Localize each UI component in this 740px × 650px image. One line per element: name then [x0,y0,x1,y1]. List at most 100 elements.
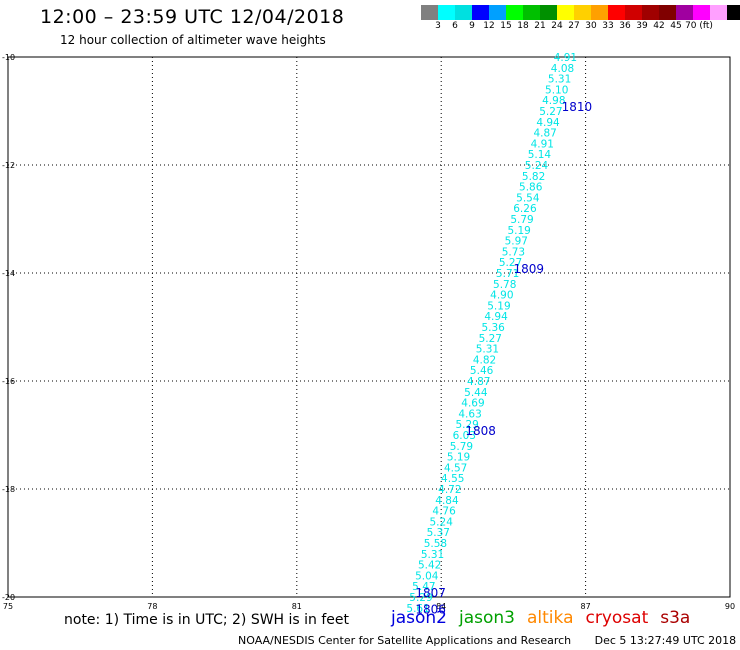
wave-height-value: 5.97 [505,236,528,248]
plot-frame [7,56,731,598]
color-scale-label: 18 [517,21,529,31]
color-swatch [523,5,540,20]
wave-height-value: 5.24 [525,160,549,172]
color-swatch [489,5,506,20]
color-scale-label: 42 [653,21,665,31]
color-swatch [625,5,642,20]
wave-height-value: 4.84 [435,495,459,507]
wave-height-value: 5.58 [424,538,447,550]
mission-s3a: s3a [660,608,691,628]
wave-height-value: 5.24 [430,516,454,528]
wave-height-value: 5.78 [493,279,516,291]
color-scale-label: 70 (ft) [685,21,713,31]
color-swatch [727,5,740,20]
wave-height-value: 5.47 [412,581,435,593]
wave-height-value: 5.31 [476,344,499,356]
wave-height-value: 4.87 [467,376,490,388]
wave-height-value: 5.36 [481,322,505,334]
y-tick-label: -12 [2,161,15,170]
wave-height-value: 4.94 [484,311,508,323]
wave-height-value: 5.04 [415,570,439,582]
wave-height-value: 4.98 [542,95,565,107]
wave-height-value: 4.08 [551,63,574,75]
wave-height-value: 5.10 [545,84,568,96]
y-tick-label: -16 [2,377,15,386]
wave-height-value: 4.69 [461,398,484,410]
wave-height-value: 5.37 [427,527,450,539]
wave-height-value: 4.82 [473,354,496,366]
wave-height-value: 4.91 [531,138,554,150]
color-swatch [421,5,438,20]
mission-jason2: jason2 [391,608,447,628]
color-scale-label: 33 [602,21,614,31]
color-swatch [659,5,676,20]
wave-height-value: 5.29 [409,592,432,604]
color-scale-label: 15 [500,21,512,31]
x-tick-label: 87 [581,602,591,611]
color-scale-label: 12 [483,21,495,31]
note-text: note: 1) Time is in UTC; 2) SWH is in fe… [64,612,350,628]
color-swatch [642,5,659,20]
color-swatch [455,5,472,20]
wave-height-value: 5.19 [447,452,470,464]
wave-height-value: 4.91 [554,52,577,64]
color-scale-label: 9 [469,21,475,31]
color-swatch [472,5,489,20]
y-tick-label: -10 [2,53,15,62]
wave-height-value: 4.55 [441,473,464,485]
time-label: 1809 [514,262,545,276]
color-scale-label: 39 [636,21,648,31]
wave-height-value: 4.57 [444,462,467,474]
color-scale-legend: 3 6 9 12 15 18 21 24 27 30 33 36 39 42 45 70 (ft) [421,5,740,34]
time-label: 1808 [465,424,496,438]
color-scale-label: 6 [452,21,458,31]
x-tick-label: 90 [725,602,735,611]
x-tick-label: 75 [3,602,13,611]
time-label: 1806 [415,602,446,616]
mission-cryosat: cryosat [585,608,649,628]
wave-height-value: 5.31 [421,549,444,561]
y-tick-label: -18 [2,485,15,494]
x-tick-label: 81 [292,602,302,611]
wave-height-value: 5.27 [539,106,562,118]
wave-height-value: 5.31 [548,74,571,86]
footer-timestamp: Dec 5 13:27:49 UTC 2018 [594,634,737,647]
wave-height-value: 5.42 [418,560,441,572]
color-scale-label: 30 [585,21,597,31]
wave-height-value: 5.79 [450,441,473,453]
color-swatch [676,5,693,20]
color-swatch [540,5,557,20]
wave-height-value: 5.79 [510,214,533,226]
chart-subtitle: 12 hour collection of altimeter wave hei… [60,33,326,47]
wave-height-value: 4.90 [490,290,513,302]
wave-height-value: 5.19 [507,225,530,237]
x-tick-label: 78 [147,602,157,611]
color-scale-label: 45 [670,21,682,31]
color-scale-label: 36 [619,21,631,31]
wave-height-value: 5.54 [516,192,540,204]
wave-height-value: 4.87 [533,128,556,140]
wave-height-value: 5.61 [406,603,429,615]
wave-height-value: 5.44 [464,387,488,399]
wave-height-value: 5.86 [519,182,543,194]
wave-height-value: 4.76 [432,506,456,518]
wave-height-value: 5.19 [487,300,510,312]
wave-height-value: 5.82 [522,171,545,183]
footer-credit: NOAA/NESDIS Center for Satellite Applica… [238,634,572,647]
color-swatch [608,5,625,20]
wave-height-value: 4.94 [536,117,560,129]
wave-height-value: 5.14 [528,149,552,161]
color-swatch [438,5,455,20]
wave-height-value: 5.29 [455,419,478,431]
mission-altika: altika [527,608,574,628]
time-label: 1807 [415,586,446,600]
color-swatch [710,5,727,20]
wave-height-value: 5.27 [499,257,522,269]
wave-height-value: 4.72 [438,484,461,496]
wave-height-value: 5.46 [470,365,494,377]
chart-title: 12:00 – 23:59 UTC 12/04/2018 [40,6,345,28]
wave-height-value: 4.63 [458,408,481,420]
footer: NOAA/NESDIS Center for Satellite Applica… [238,634,736,647]
color-scale-label: 3 [435,21,441,31]
y-tick-label: -20 [2,593,15,602]
